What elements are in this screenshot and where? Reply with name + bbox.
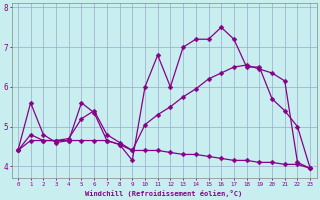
X-axis label: Windchill (Refroidissement éolien,°C): Windchill (Refroidissement éolien,°C) xyxy=(85,190,243,197)
